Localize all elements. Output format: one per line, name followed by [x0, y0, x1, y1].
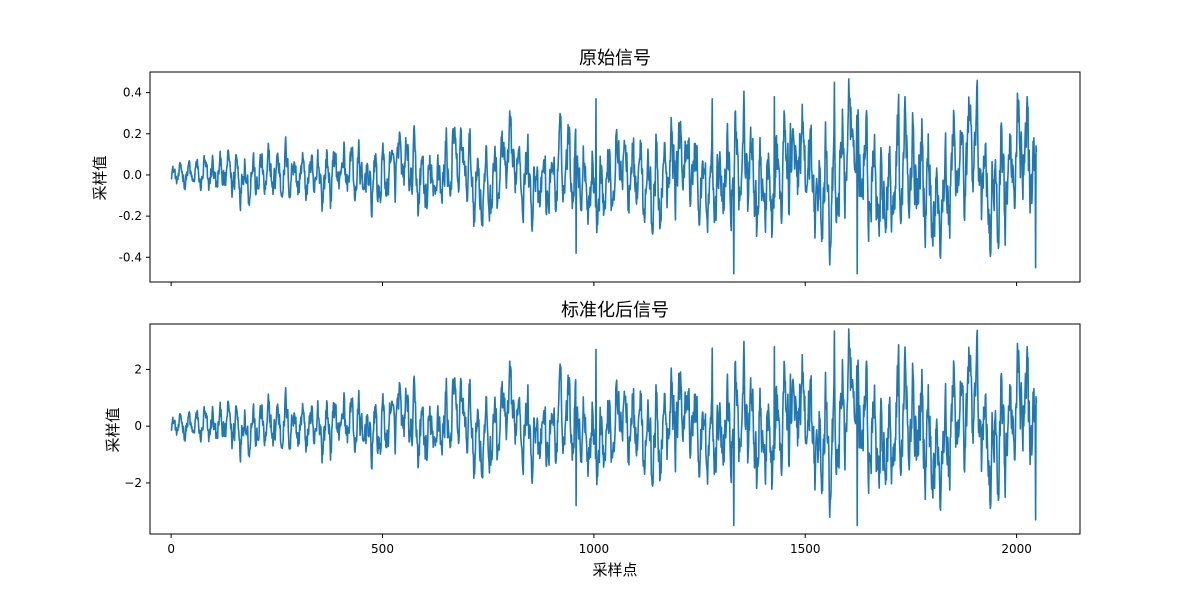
x-tick-label: 2000 [1001, 542, 1032, 556]
x-tick-label: 1000 [579, 542, 610, 556]
x-tick-label: 0 [167, 542, 175, 556]
plot-area: 0.4 0.2 0.0 -0.2 -0.4 [119, 78, 1038, 286]
subplot-original-signal: 原始信号 采样值 0.4 0.2 0.0 -0.2 -0.4 [91, 48, 1081, 286]
y-tick-label: 0 [134, 419, 142, 433]
axes-frame [149, 323, 1081, 535]
y-tick-label: 0.2 [123, 127, 142, 141]
axes-frame [149, 71, 1081, 283]
chart-title: 原始信号 [579, 48, 651, 69]
y-tick-label: −2 [124, 476, 142, 490]
chart-title: 标准化后信号 [561, 300, 669, 321]
signal-line [170, 78, 1038, 275]
y-tick-label: 0.4 [123, 86, 142, 100]
y-tick-label: 2 [134, 362, 142, 376]
y-tick-label: -0.4 [119, 250, 142, 264]
x-tick-label: 500 [371, 542, 394, 556]
y-axis-label: 采样值 [91, 155, 109, 200]
plot-area: 2 0 −2 0 500 1000 1500 2000 [124, 328, 1038, 556]
subplot-normalized-signal: 标准化后信号 采样值 采样点 2 0 −2 0 500 1000 1500 2000 [104, 300, 1081, 579]
x-tick-label: 1500 [790, 542, 821, 556]
y-axis-label: 采样值 [104, 407, 122, 452]
y-tick-label: -0.2 [119, 209, 142, 223]
signal-line [170, 328, 1038, 527]
y-tick-label: 0.0 [123, 168, 142, 182]
x-axis-label: 采样点 [592, 561, 637, 579]
